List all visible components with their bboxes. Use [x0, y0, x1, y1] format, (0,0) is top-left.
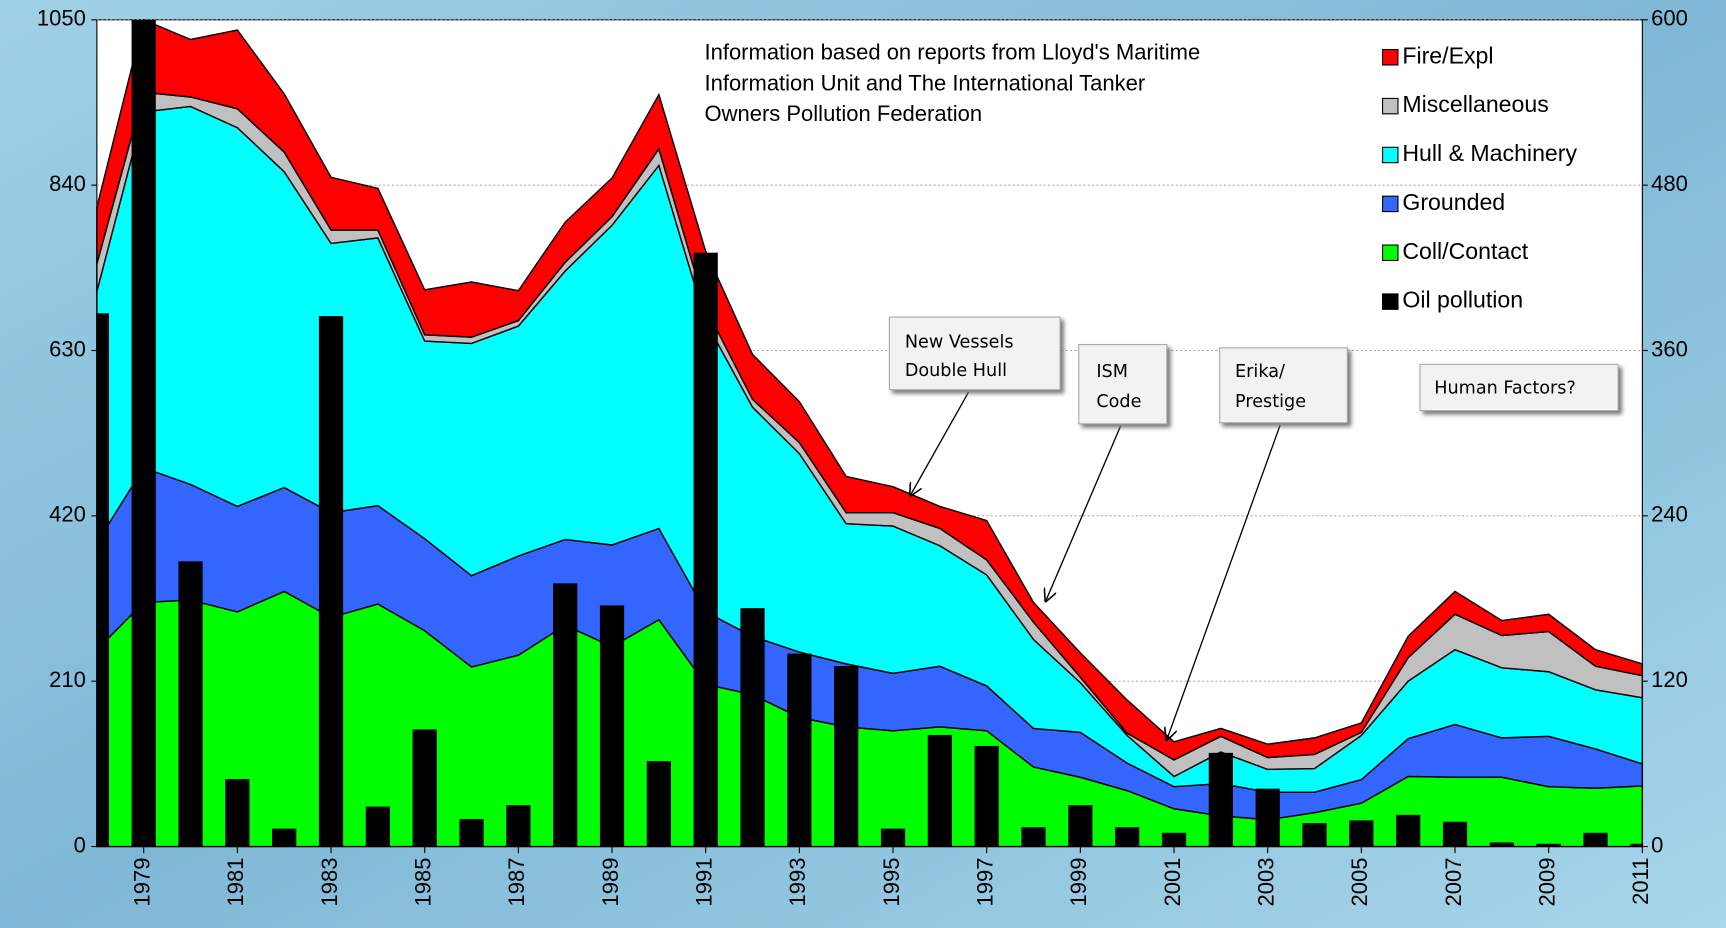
x-tick-label: 1979 — [130, 858, 155, 907]
note-line: Information Unit and The International T… — [704, 70, 1145, 95]
x-tick-label: 2001 — [1160, 858, 1185, 907]
callout-box — [1079, 345, 1167, 424]
y-tick-label: 210 — [49, 667, 86, 692]
x-tick-label: 2003 — [1253, 858, 1278, 907]
legend-label: Miscellaneous — [1402, 91, 1548, 117]
y-tick-label: 0 — [74, 832, 86, 857]
bar — [1068, 805, 1092, 846]
bar — [1115, 827, 1139, 846]
y2-tick-label: 0 — [1651, 832, 1663, 857]
x-tick-label: 1981 — [223, 858, 248, 907]
y-tick-label: 1050 — [37, 6, 86, 31]
legend-swatch — [1383, 147, 1398, 162]
x-tick-label: 1987 — [504, 858, 529, 907]
page: {"chart_data":{"type":"area", "x":[1978,… — [0, 0, 1726, 928]
legend-label: Oil pollution — [1402, 287, 1523, 313]
bar — [834, 666, 858, 847]
callout-text: Double Hull — [905, 361, 1007, 381]
bar — [1256, 789, 1280, 847]
x-tick-label: 1985 — [411, 858, 436, 907]
bar — [1162, 833, 1186, 847]
legend-label: Coll/Contact — [1402, 238, 1528, 264]
x-tick-label: 1999 — [1066, 858, 1091, 907]
bar — [1021, 827, 1045, 846]
y2-tick-label: 600 — [1651, 6, 1688, 31]
callout-text: New Vessels — [905, 332, 1014, 352]
bar — [740, 608, 764, 846]
x-tick-label: 2007 — [1441, 858, 1466, 907]
bar — [132, 20, 156, 847]
x-tick-label: 2011 — [1628, 858, 1653, 905]
legend-swatch — [1383, 245, 1398, 260]
x-tick-label: 2005 — [1347, 858, 1372, 907]
bar — [553, 583, 577, 846]
chart: 0 210 420 630 840 1050 0 120 240 360 480 600 1979 198… — [0, 0, 1726, 928]
x-tick-label: 1993 — [785, 858, 810, 907]
y-tick-label: 840 — [49, 171, 86, 196]
note-line: Owners Pollution Federation — [704, 101, 982, 126]
callout-text: Human Factors? — [1434, 379, 1576, 399]
bar — [1490, 842, 1514, 846]
legend-label: Grounded — [1402, 189, 1505, 215]
x-tick-label: 1989 — [598, 858, 623, 907]
legend-swatch — [1383, 294, 1398, 309]
legend-label: Hull & Machinery — [1402, 140, 1577, 166]
bar — [600, 605, 624, 846]
y-tick-label: 630 — [49, 336, 86, 361]
bar — [975, 746, 999, 847]
bar — [647, 761, 671, 846]
bar — [881, 829, 905, 847]
bar — [928, 735, 952, 847]
legend-label: Fire/Expl — [1402, 42, 1493, 68]
y2-tick-label: 480 — [1651, 171, 1688, 196]
y2-tick-label: 240 — [1651, 502, 1688, 527]
note-line: Information based on reports from Lloyd'… — [704, 39, 1200, 64]
bar — [1583, 833, 1607, 847]
bar — [787, 654, 811, 847]
bar — [1349, 820, 1373, 846]
bar — [1443, 822, 1467, 847]
x-tick-label: 1983 — [317, 858, 342, 907]
bar — [319, 316, 343, 846]
callout-text: Erika/ — [1235, 362, 1285, 382]
bar — [1209, 753, 1233, 847]
callout-text: Prestige — [1235, 392, 1306, 412]
x-tick-label: 2009 — [1534, 858, 1559, 907]
legend-swatch — [1383, 50, 1398, 65]
bar — [225, 779, 249, 847]
bar — [459, 819, 483, 847]
y2-tick-label: 120 — [1651, 667, 1688, 692]
y2-tick-label: 360 — [1651, 336, 1688, 361]
bar — [272, 829, 296, 847]
bar — [1396, 815, 1420, 847]
callout-text: ISM — [1096, 362, 1128, 382]
callout-text: Code — [1096, 392, 1141, 412]
y-tick-label: 420 — [49, 502, 86, 527]
bar — [694, 253, 718, 847]
bar — [1537, 844, 1561, 847]
bar — [178, 561, 202, 846]
x-tick-label: 1995 — [879, 858, 904, 907]
legend-swatch — [1383, 196, 1398, 211]
bar — [366, 807, 390, 847]
x-tick-label: 1997 — [972, 858, 997, 907]
x-tick-label: 1991 — [692, 858, 717, 907]
bar — [413, 729, 437, 846]
bar — [1302, 823, 1326, 846]
legend-swatch — [1383, 98, 1398, 113]
bar — [506, 805, 530, 846]
